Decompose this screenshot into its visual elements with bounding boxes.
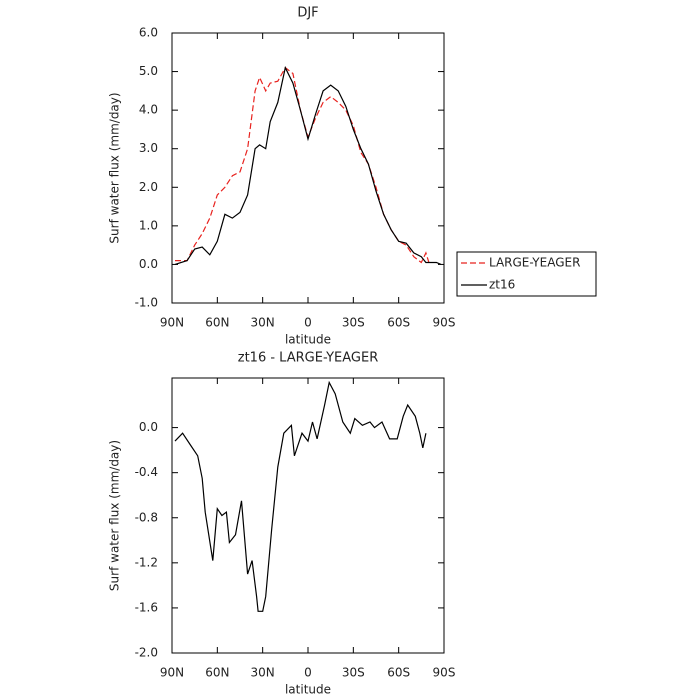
y-tick-label: -1.2 — [135, 555, 158, 569]
x-tick-label: 60N — [205, 316, 229, 330]
x-tick-label: 60S — [387, 316, 410, 330]
data-line — [174, 380, 427, 612]
x-tick-label: 30S — [342, 316, 365, 330]
y-tick-label: 6.0 — [139, 26, 158, 40]
y-tick-label: 4.0 — [139, 103, 158, 117]
plot-frame — [171, 377, 445, 654]
y-tick-label: 0.0 — [139, 420, 158, 434]
y-tick-label: 2.0 — [139, 180, 158, 194]
y-tick-label: -1.6 — [135, 600, 158, 614]
y-tick-label: 3.0 — [139, 141, 158, 155]
x-tick-label: 30N — [251, 316, 275, 330]
x-tick-label: 0 — [304, 666, 312, 680]
data-line — [174, 65, 442, 265]
y-tick-label: 0.0 — [139, 257, 158, 271]
x-axis-label: latitude — [285, 333, 331, 347]
legend-label: LARGE-YEAGER — [489, 256, 580, 270]
x-tick-label: 30S — [342, 666, 365, 680]
y-tick-label: 1.0 — [139, 218, 158, 232]
y-tick-label: 5.0 — [139, 64, 158, 78]
x-axis-label: latitude — [285, 683, 331, 697]
y-tick-label: -0.4 — [135, 465, 158, 479]
x-tick-label: 30N — [251, 666, 275, 680]
plot-frame — [171, 32, 445, 304]
data-line — [175, 66, 430, 264]
legend-label: zt16 — [489, 278, 515, 292]
x-tick-label: 90N — [160, 666, 184, 680]
x-tick-label: 90N — [160, 316, 184, 330]
y-axis-label: Surf water flux (mm/day) — [108, 92, 122, 243]
x-tick-label: 60S — [387, 666, 410, 680]
x-tick-label: 0 — [304, 316, 312, 330]
x-tick-label: 90S — [433, 316, 456, 330]
y-tick-label: -2.0 — [135, 646, 158, 660]
y-tick-label: -1.0 — [135, 296, 158, 310]
chart-title: zt16 - LARGE-YEAGER — [238, 351, 378, 366]
y-axis-label: Surf water flux (mm/day) — [108, 440, 122, 591]
x-tick-label: 60N — [205, 666, 229, 680]
chart-title: DJF — [297, 6, 318, 21]
legend-box — [456, 251, 597, 297]
x-tick-label: 90S — [433, 666, 456, 680]
y-tick-label: -0.8 — [135, 510, 158, 524]
